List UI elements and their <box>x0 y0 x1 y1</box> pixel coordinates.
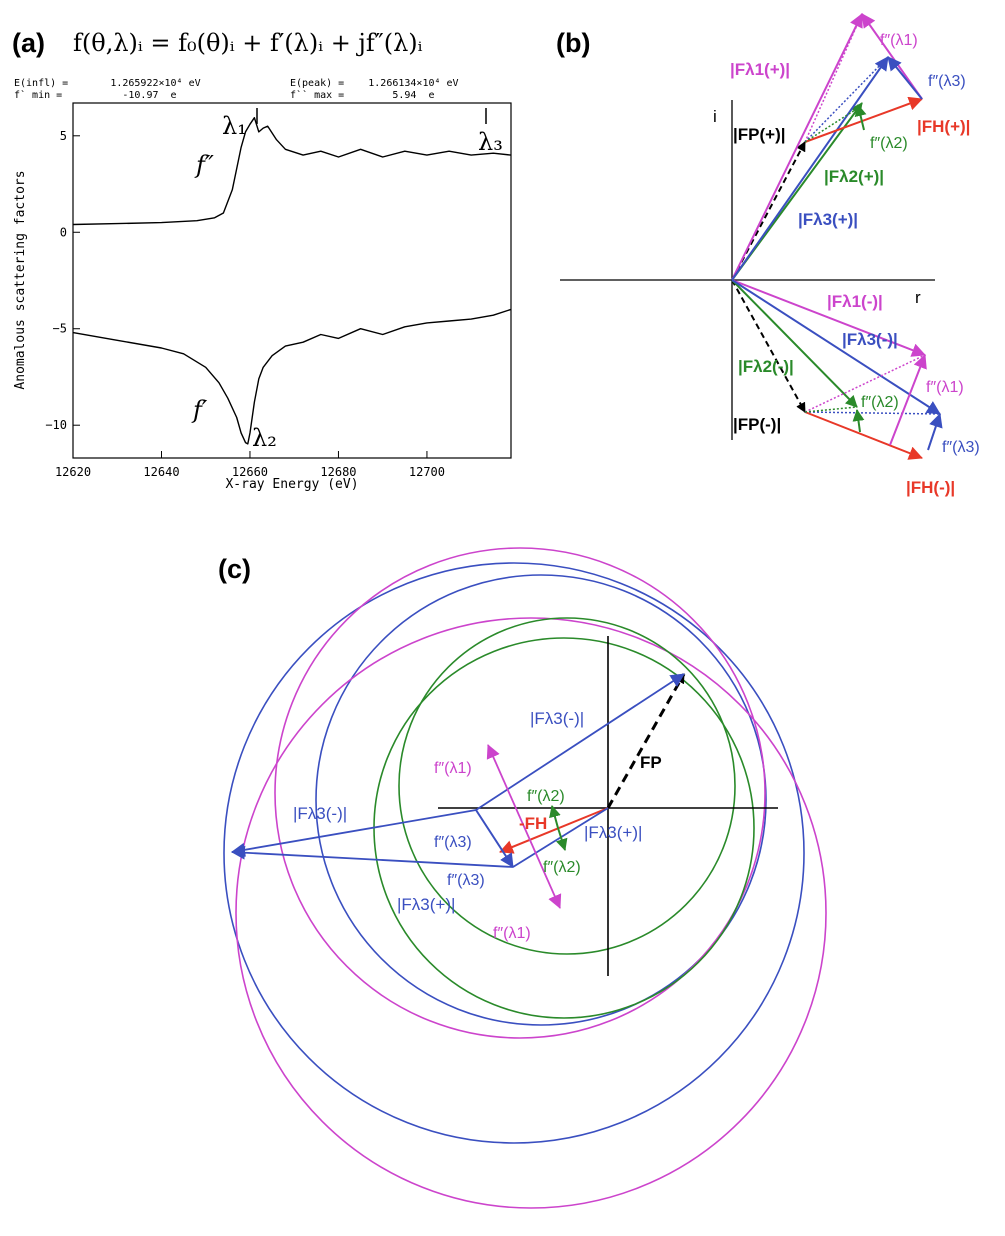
y-tick-label: −10 <box>45 418 67 432</box>
y-tick-label: 0 <box>60 225 67 239</box>
fh-minus-label: |FH(-)| <box>906 478 955 497</box>
fp-vector-c <box>608 674 684 808</box>
scattering-equation: f(θ,λ)ᵢ = f₀(θ)ᵢ + f′(λ)ᵢ + jf″(λ)ᵢ <box>73 29 423 57</box>
argand-diagram-b: i r |FP(+)| |Fλ1(+)| |Fλ2(+)| |Fλ3(+)| |… <box>560 14 980 497</box>
dotted-l3-plus <box>805 57 888 142</box>
flambda3-minus-label: |Fλ3(-)| <box>842 330 898 349</box>
flambda3-plus-label-b: |Fλ3(+)| <box>397 895 455 914</box>
fpp-l3-minus-label: f″(λ3) <box>942 439 980 456</box>
x-tick-label: 12620 <box>55 465 91 479</box>
flambda3-plus-vector-lower <box>232 852 513 867</box>
flambda2-minus-label: |Fλ2(-)| <box>738 357 794 376</box>
fpp-l3-vector <box>476 810 513 867</box>
fpp-l3-plus-label: f″(λ3) <box>928 73 966 90</box>
info-einfl: E(infl) = 1.265922×10⁴ eV <box>14 78 201 89</box>
fprime-line <box>73 309 511 444</box>
fprime-curve-label: f′ <box>191 396 208 424</box>
fpp-l2-vector-up <box>552 806 558 828</box>
x-tick-label: 12700 <box>409 465 445 479</box>
fpp-l1-label-a: f″(λ1) <box>434 760 472 777</box>
harker-diagram-c: FP -FH |Fλ3(-)| |Fλ3(-)| |Fλ3(+)| |Fλ3(+… <box>224 548 826 1208</box>
lambda1-marker-label: λ₁ <box>222 112 247 140</box>
minus-fh-label: -FH <box>519 814 547 833</box>
fh-plus-label: |FH(+)| <box>917 117 970 136</box>
circle-l3-outer <box>224 563 804 1143</box>
fpp-l2-label-a: f″(λ2) <box>527 788 565 805</box>
flambda2-plus-label: |Fλ2(+)| <box>824 167 884 186</box>
flambda3-minus-label-b: |Fλ3(-)| <box>293 804 347 823</box>
panel-b-label: (b) <box>556 28 590 58</box>
info-fprime-min: f` min = -10.97 e <box>14 89 177 101</box>
x-axis-label: X-ray Energy (eV) <box>225 477 358 492</box>
axis-i-label: i <box>713 107 717 126</box>
fpp-l2-minus-label: f″(λ2) <box>861 394 899 411</box>
flambda3-plus-label: |Fλ3(+)| <box>798 210 858 229</box>
fpp-l1-plus <box>862 14 922 99</box>
y-axis-label: Anomalous scattering factors <box>13 170 28 389</box>
fp-minus-label: |FP(-)| <box>733 415 781 434</box>
y-tick-label: −5 <box>53 322 67 336</box>
fpp-l1-minus-label: f″(λ1) <box>926 379 964 396</box>
lambda3-marker-label: λ₃ <box>478 128 503 156</box>
data-lines <box>73 118 511 444</box>
flambda1-minus-label: |Fλ1(-)| <box>827 292 883 311</box>
fpp-l3-plus <box>888 57 922 99</box>
lambda2-marker-label: λ₂ <box>252 424 277 452</box>
fp-minus-vector <box>732 280 805 412</box>
fp-label-c: FP <box>640 753 662 772</box>
axis-r-label: r <box>915 288 921 307</box>
fpp-l3-minus <box>928 414 940 450</box>
circle-l2-outer <box>374 638 754 1018</box>
x-tick-label: 12640 <box>143 465 179 479</box>
flambda1-plus-label: |Fλ1(+)| <box>730 60 790 79</box>
flambda3-minus-label-a: |Fλ3(-)| <box>530 709 584 728</box>
fdoubleprime-curve-label: f″ <box>194 151 214 179</box>
flambda3-plus-label-a: |Fλ3(+)| <box>584 823 642 842</box>
fh-minus-vector <box>805 412 922 458</box>
fpp-l2-plus <box>858 105 864 130</box>
fpp-l2-plus-label: f″(λ2) <box>870 135 908 152</box>
fpp-l3-label-b: f″(λ3) <box>447 872 485 889</box>
fpp-l2-label-b: f″(λ2) <box>543 859 581 876</box>
fpp-l3-label-a: f″(λ3) <box>434 834 472 851</box>
circle-l1-inner <box>275 548 765 1038</box>
fpp-l1-plus-label: f″(λ1) <box>880 32 918 49</box>
fp-plus-label: |FP(+)| <box>733 125 786 144</box>
fdoubleprime-line <box>73 118 511 225</box>
flambda1-plus-vector <box>732 14 862 280</box>
info-epeak: E(peak) = 1.266134×10⁴ eV <box>290 78 459 89</box>
circle-l1-outer <box>236 618 826 1208</box>
fpp-l1-label-b: f″(λ1) <box>493 925 531 942</box>
dotted-l3-minus <box>805 412 940 414</box>
plot-frame <box>73 103 511 458</box>
info-fdprime-max: f`` max = 5.94 e <box>290 89 435 101</box>
panel-c-label: (c) <box>218 554 251 584</box>
panel-a-label: (a) <box>12 28 45 58</box>
y-tick-label: 5 <box>60 129 67 143</box>
